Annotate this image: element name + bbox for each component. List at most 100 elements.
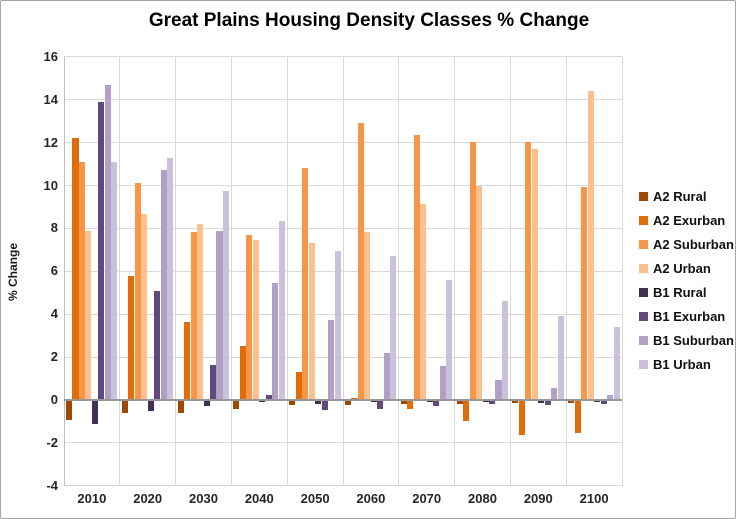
vertical-gridline (230, 56, 232, 486)
bar-a2-rural-2020 (121, 400, 128, 413)
bar-a2-urban-2010 (85, 230, 92, 400)
bar-b1-urban-2040 (278, 220, 285, 400)
bar-b1-exurban-2060 (377, 400, 384, 409)
bar-b1-suburban-2090 (551, 388, 558, 400)
bar-b1-suburban-2030 (216, 230, 223, 400)
y-axis-title: % Change (6, 243, 20, 302)
bar-b1-suburban-2080 (495, 379, 502, 400)
x-tick-label: 2060 (356, 490, 386, 506)
bar-b1-exurban-2040 (265, 394, 272, 400)
bar-b1-exurban-2100 (600, 400, 607, 405)
y-tick-label: 2 (50, 349, 58, 365)
bar-a2-suburban-2100 (581, 186, 588, 400)
bar-a2-urban-2050 (308, 243, 315, 400)
bar-b1-suburban-2070 (439, 365, 446, 400)
bar-b1-suburban-2020 (160, 170, 167, 400)
y-tick-label: 0 (50, 392, 58, 407)
bar-a2-urban-2030 (197, 224, 204, 400)
bar-a2-rural-2090 (512, 400, 519, 404)
legend-swatch-icon (639, 360, 648, 369)
bar-b1-exurban-2010 (98, 101, 105, 400)
legend-swatch-icon (639, 216, 648, 225)
bar-a2-suburban-2060 (357, 123, 364, 400)
x-tick-label: 2010 (77, 490, 107, 506)
x-tick-label: 2080 (468, 490, 497, 506)
y-tick-label: 4 (50, 306, 58, 322)
bar-b1-urban-2020 (167, 157, 174, 400)
bar-b1-exurban-2030 (209, 364, 217, 400)
legend-swatch-icon (639, 264, 648, 273)
bar-b1-rural-2030 (203, 400, 210, 407)
bar-a2-rural-2070 (400, 400, 407, 405)
bar-a2-urban-2040 (252, 240, 259, 400)
y-tick-label: -2 (46, 434, 58, 450)
vertical-gridline (454, 56, 456, 486)
vertical-gridline (286, 56, 288, 486)
y-tick-label: -4 (46, 477, 58, 493)
bar-b1-rural-2020 (147, 400, 154, 411)
legend-label: B1 Suburban (653, 333, 734, 348)
bar-a2-exurban-2020 (128, 275, 135, 400)
x-axis-zero-line (64, 399, 622, 401)
bar-b1-rural-2080 (482, 400, 489, 403)
legend-item: B1 Suburban (639, 333, 734, 348)
legend: A2 Rural A2 Exurban A2 Suburban A2 Urban B1 … (639, 189, 734, 381)
bar-a2-exurban-2010 (72, 138, 79, 400)
bar-a2-urban-2090 (531, 149, 538, 400)
bar-b1-suburban-2040 (272, 283, 279, 400)
bar-b1-rural-2100 (594, 400, 601, 403)
bar-a2-suburban-2020 (134, 183, 141, 400)
legend-label: B1 Urban (653, 357, 711, 372)
legend-swatch-icon (639, 240, 648, 249)
legend-item: A2 Urban (639, 261, 734, 276)
legend-item: A2 Suburban (639, 237, 734, 252)
legend-swatch-icon (639, 288, 648, 297)
bar-b1-exurban-2050 (321, 400, 328, 410)
y-tick-label: 12 (43, 134, 58, 150)
bar-a2-rural-2050 (289, 400, 296, 406)
legend-label: B1 Exurban (653, 309, 726, 324)
vertical-gridline (398, 56, 400, 486)
x-tick-label: 2040 (244, 490, 274, 506)
chart-title: Great Plains Housing Density Classes % C… (148, 10, 590, 31)
bar-a2-exurban-2040 (239, 346, 246, 400)
bar-a2-suburban-2090 (525, 141, 532, 400)
bar-a2-urban-2070 (420, 203, 427, 400)
y-tick-label: 14 (43, 91, 58, 107)
bar-a2-suburban-2030 (190, 231, 197, 400)
vertical-gridline (175, 56, 177, 486)
bar-b1-suburban-2060 (383, 352, 390, 400)
y-tick-label: 16 (43, 48, 58, 64)
bar-b1-suburban-2100 (607, 394, 614, 400)
bar-a2-rural-2080 (456, 400, 463, 405)
bar-b1-urban-2100 (613, 327, 620, 400)
y-tick-label: 8 (50, 220, 58, 236)
y-axis-line (63, 56, 65, 486)
bar-a2-urban-2080 (476, 185, 483, 400)
legend-label: A2 Exurban (653, 213, 726, 228)
legend-label: A2 Suburban (653, 237, 734, 252)
bar-a2-rural-2060 (345, 400, 352, 406)
y-tick-label: 10 (43, 177, 58, 193)
bar-a2-rural-2010 (66, 400, 73, 421)
x-tick-label: 2070 (412, 490, 442, 506)
y-tick-label: 6 (50, 263, 58, 279)
bar-a2-exurban-2060 (351, 397, 358, 400)
bar-b1-urban-2080 (501, 301, 508, 400)
legend-swatch-icon (639, 312, 648, 321)
legend-item: A2 Exurban (639, 213, 734, 228)
legend-label: A2 Rural (653, 189, 707, 204)
bar-a2-rural-2040 (233, 400, 240, 409)
bar-b1-urban-2010 (111, 161, 118, 400)
bar-a2-rural-2030 (177, 400, 184, 413)
bar-a2-exurban-2080 (463, 400, 470, 422)
legend-item: A2 Rural (639, 189, 734, 204)
bar-a2-exurban-2090 (518, 400, 525, 436)
x-tick-label: 2050 (300, 490, 330, 506)
bar-a2-urban-2100 (587, 91, 594, 400)
bar-a2-suburban-2050 (302, 168, 309, 400)
bar-b1-exurban-2070 (433, 400, 440, 407)
legend-label: B1 Rural (653, 285, 707, 300)
vertical-gridline (342, 56, 344, 486)
x-tick-label: 2090 (523, 490, 553, 506)
